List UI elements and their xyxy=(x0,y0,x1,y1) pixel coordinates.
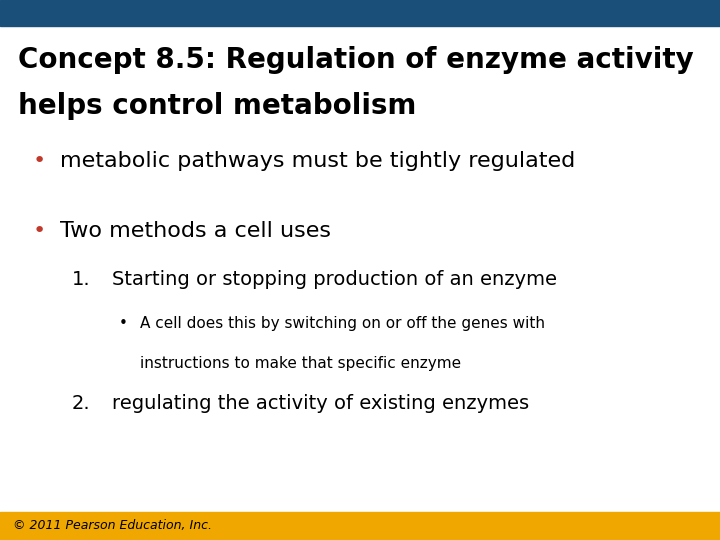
Text: instructions to make that specific enzyme: instructions to make that specific enzym… xyxy=(140,356,462,372)
Text: •: • xyxy=(32,221,45,241)
Text: •: • xyxy=(119,316,127,331)
Text: helps control metabolism: helps control metabolism xyxy=(18,92,416,120)
Text: Two methods a cell uses: Two methods a cell uses xyxy=(60,221,330,241)
Text: © 2011 Pearson Education, Inc.: © 2011 Pearson Education, Inc. xyxy=(13,519,212,532)
Text: •: • xyxy=(32,151,45,171)
Text: regulating the activity of existing enzymes: regulating the activity of existing enzy… xyxy=(112,394,528,413)
Text: metabolic pathways must be tightly regulated: metabolic pathways must be tightly regul… xyxy=(60,151,575,171)
Text: Concept 8.5: Regulation of enzyme activity: Concept 8.5: Regulation of enzyme activi… xyxy=(18,46,694,74)
Text: 1.: 1. xyxy=(72,270,91,289)
Text: Starting or stopping production of an enzyme: Starting or stopping production of an en… xyxy=(112,270,557,289)
Text: A cell does this by switching on or off the genes with: A cell does this by switching on or off … xyxy=(140,316,546,331)
Bar xyxy=(0,512,720,540)
Bar xyxy=(0,0,720,26)
Text: 2.: 2. xyxy=(72,394,91,413)
